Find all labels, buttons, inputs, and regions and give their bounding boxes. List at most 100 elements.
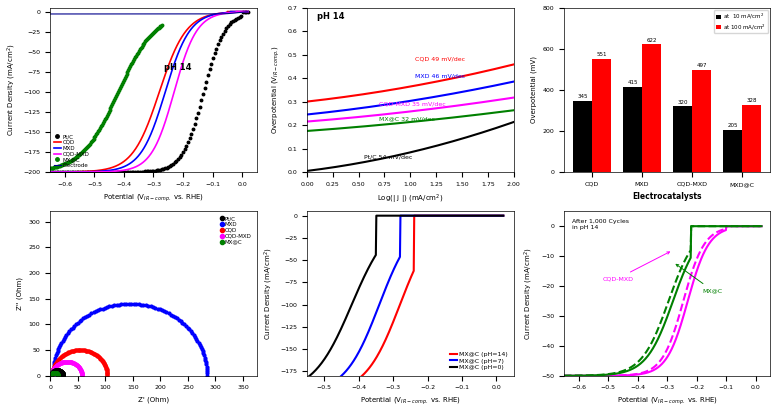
CQD-MXD xyxy=(49,364,61,370)
MX@C (pH=14) xyxy=(303,390,312,395)
CQD-MXD xyxy=(50,363,62,370)
X-axis label: Electrocatalysts: Electrocatalysts xyxy=(632,192,702,202)
MX@C xyxy=(49,369,61,376)
Pt/C xyxy=(56,369,68,376)
Text: CQD-MXD: CQD-MXD xyxy=(602,252,670,281)
CQD xyxy=(100,366,113,373)
MX@C (pH=0) xyxy=(303,375,312,380)
Pt/C xyxy=(45,371,57,377)
CQD-MXD xyxy=(55,359,68,366)
MX@C (pH=7) xyxy=(380,288,390,293)
MX@C xyxy=(46,166,55,171)
CQD-MXD xyxy=(46,371,58,378)
MXD xyxy=(75,317,88,323)
Y-axis label: Current Density (mA/cm$^2$): Current Density (mA/cm$^2$) xyxy=(5,43,18,136)
Pt/C xyxy=(45,372,57,379)
MXD xyxy=(140,143,150,148)
CQD xyxy=(51,358,64,365)
Pt/C xyxy=(47,369,59,375)
MX@C xyxy=(52,372,64,379)
CQD-MXD xyxy=(46,370,58,377)
CQD xyxy=(46,372,58,378)
CQD xyxy=(50,360,62,367)
CQD xyxy=(96,358,109,365)
CQD-MXD xyxy=(74,366,87,373)
MXD xyxy=(103,303,116,310)
MX@C xyxy=(48,369,61,376)
CQD xyxy=(47,368,59,374)
MX@C xyxy=(47,370,59,376)
CQD-MXD xyxy=(49,364,61,371)
MXD xyxy=(176,320,189,326)
MXD xyxy=(199,359,212,366)
MX@C xyxy=(51,371,64,377)
MXD xyxy=(62,330,74,337)
MX@C xyxy=(51,371,64,377)
MX@C (pH=14) xyxy=(366,363,376,368)
MX@C xyxy=(51,371,64,377)
CQD xyxy=(54,355,66,361)
MXD xyxy=(180,323,192,330)
MXD xyxy=(144,303,157,310)
Pt/C xyxy=(46,370,58,377)
MXD xyxy=(200,361,213,368)
MX@C xyxy=(134,48,144,53)
CQD xyxy=(99,363,112,370)
CQD-MXD xyxy=(239,9,248,14)
CQD xyxy=(47,370,59,377)
Bar xyxy=(723,130,742,172)
CQD xyxy=(53,356,65,363)
MXD xyxy=(158,308,171,315)
MX@C (pH=14) xyxy=(445,213,455,218)
CQD xyxy=(48,363,61,370)
MXD xyxy=(161,309,173,316)
MXD xyxy=(197,350,210,356)
Pt/C xyxy=(46,369,58,376)
Bar xyxy=(573,101,592,172)
Pt/C xyxy=(57,370,69,377)
MX@C xyxy=(45,372,57,378)
Electrode xyxy=(140,12,150,17)
CQD xyxy=(140,128,150,133)
MX@C xyxy=(48,369,61,376)
CQD xyxy=(208,12,217,17)
MX@C xyxy=(50,370,62,376)
Pt/C xyxy=(53,367,65,374)
MX@C xyxy=(47,370,60,376)
Text: pH 14: pH 14 xyxy=(164,63,192,72)
X-axis label: Potential (V$_{IR-comp.}$ vs. RHE): Potential (V$_{IR-comp.}$ vs. RHE) xyxy=(360,396,461,408)
CQD xyxy=(66,348,78,354)
MXD xyxy=(226,9,235,14)
CQD xyxy=(97,358,109,365)
X-axis label: Potential (V$_{IR-comp.}$ vs. RHE): Potential (V$_{IR-comp.}$ vs. RHE) xyxy=(103,192,204,204)
Pt/C xyxy=(57,370,69,377)
Electrode xyxy=(208,12,217,17)
CQD xyxy=(99,364,112,370)
Bar xyxy=(623,87,642,172)
CQD-MXD xyxy=(75,369,88,376)
CQD-MXD xyxy=(72,363,85,370)
MX@C xyxy=(52,372,64,379)
MX@C xyxy=(51,370,64,377)
CQD-MXD xyxy=(46,370,58,376)
MX@C (pH=7) xyxy=(326,381,335,386)
CQD xyxy=(99,361,111,367)
Text: Pt/C 54 mV/dec: Pt/C 54 mV/dec xyxy=(364,154,412,159)
CQD-MXD xyxy=(71,362,83,368)
MX@C (pH=0) xyxy=(366,261,376,266)
CQD xyxy=(71,347,84,354)
MX@C xyxy=(51,372,64,378)
CQD-MXD xyxy=(61,358,74,365)
Text: MXD 46 mV/dec: MXD 46 mV/dec xyxy=(415,73,466,78)
Legend: MX@C (pH=14), MX@C (pH=7), MX@C (pH=0): MX@C (pH=14), MX@C (pH=7), MX@C (pH=0) xyxy=(448,349,511,373)
MX@C (pH=0) xyxy=(372,213,381,218)
CQD-MXD xyxy=(48,365,61,372)
MXD xyxy=(110,301,123,308)
CQD-MXD xyxy=(61,358,74,365)
MX@C xyxy=(46,370,58,377)
MXD xyxy=(99,304,111,311)
MX@C xyxy=(51,372,64,378)
MX@C xyxy=(50,370,62,376)
CQD-MXD xyxy=(50,362,63,369)
CQD-MXD xyxy=(60,358,72,365)
